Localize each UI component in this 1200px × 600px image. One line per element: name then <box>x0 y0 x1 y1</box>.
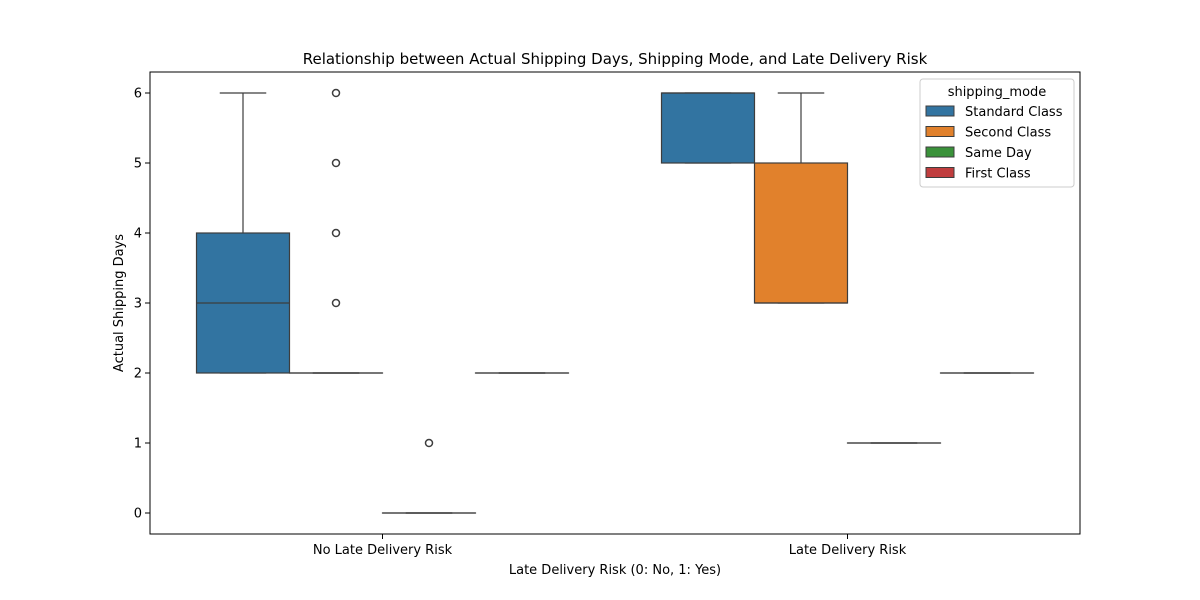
y-axis: 0 1 2 3 4 5 6 <box>134 87 150 522</box>
y-tick-label: 1 <box>134 437 142 452</box>
legend: shipping_mode Standard Class Second Class S… <box>919 78 1075 188</box>
legend-frame <box>919 78 1075 188</box>
legend-swatch <box>925 105 955 117</box>
y-tick-label: 3 <box>134 297 142 312</box>
x-axis-label: Late Delivery Risk (0: No, 1: Yes) <box>509 563 721 578</box>
legend-label: First Class <box>965 167 1031 182</box>
legend-swatch <box>925 146 955 158</box>
box-iqr <box>753 162 849 304</box>
plot-area <box>195 88 1035 514</box>
y-tick-label: 2 <box>134 367 142 382</box>
y-tick-label: 4 <box>134 227 142 242</box>
x-tick-label: No Late Delivery Risk <box>313 543 453 558</box>
box-same-day-0 <box>381 438 477 514</box>
box-standard-class-0 <box>195 92 291 374</box>
outlier-point <box>331 228 341 238</box>
legend-label: Same Day <box>965 146 1032 161</box>
x-tick-label: Late Delivery Risk <box>789 543 907 558</box>
legend-swatch <box>925 126 955 137</box>
y-tick-label: 0 <box>134 507 142 522</box>
y-tick-label: 6 <box>134 87 142 102</box>
legend-title: shipping_mode <box>948 85 1047 100</box>
legend-label: Standard Class <box>965 105 1063 120</box>
outlier-point <box>331 88 341 98</box>
legend-swatch <box>925 167 955 178</box>
box-standard-class-1 <box>660 92 756 164</box>
legend-label: Second Class <box>965 126 1051 141</box>
outlier-point <box>331 158 341 168</box>
box-iqr <box>660 92 756 164</box>
x-axis: No Late Delivery Risk Late Delivery Risk <box>313 534 907 558</box>
outlier-point <box>331 298 341 308</box>
y-tick-label: 5 <box>134 157 142 172</box>
y-axis-label: Actual Shipping Days <box>112 234 127 372</box>
outlier-point <box>424 438 434 448</box>
box-second-class-1 <box>753 92 849 304</box>
chart-title: Relationship between Actual Shipping Day… <box>303 50 928 68</box>
box-second-class-0 <box>288 88 384 374</box>
